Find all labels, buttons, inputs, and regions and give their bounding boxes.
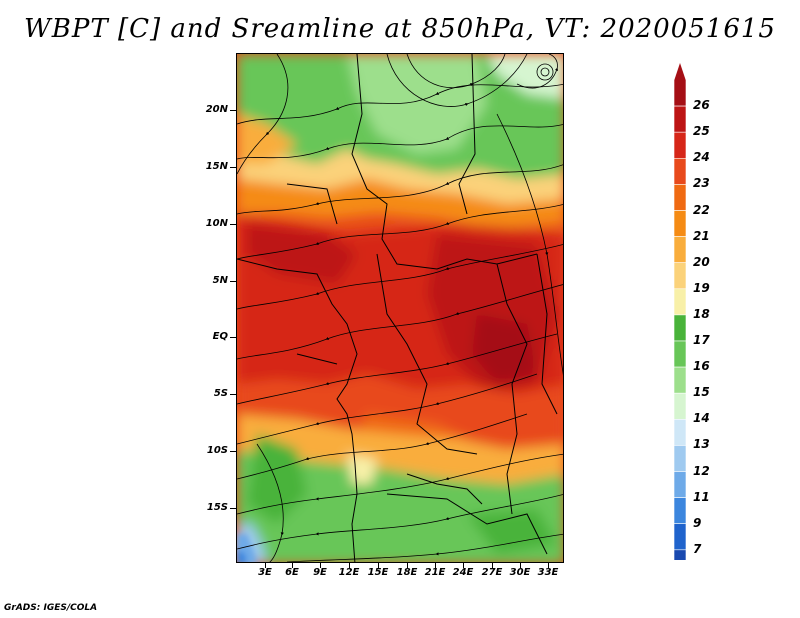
colorbar-label: 7 xyxy=(693,541,702,556)
lon-tick xyxy=(463,563,464,568)
lat-label-15s: 15S xyxy=(206,502,228,513)
colorbar-segment xyxy=(673,549,687,560)
colorbar-segment xyxy=(673,523,687,551)
lon-label-9e: 9E xyxy=(313,567,327,578)
wbpt-field-map xyxy=(237,54,563,562)
map-title: WBPT [C] and Sreamline at 850hPa, VT: 20… xyxy=(24,14,776,44)
colorbar-label: 18 xyxy=(693,306,710,321)
colorbar-label: 16 xyxy=(693,359,710,374)
lon-tick xyxy=(407,563,408,568)
streamlines xyxy=(237,54,563,562)
colorbar-label: 11 xyxy=(693,489,710,504)
lat-tick xyxy=(230,394,236,395)
lon-tick xyxy=(492,563,493,568)
lon-label-33e: 33E xyxy=(537,567,559,578)
lat-label-15n: 15N xyxy=(205,161,228,172)
lat-label-20n: 20N xyxy=(205,104,228,115)
lat-tick xyxy=(230,281,236,282)
lat-label-5n: 5N xyxy=(212,275,228,286)
lon-label-6e: 6E xyxy=(285,567,299,578)
vortex-ne-inner xyxy=(540,67,550,77)
lon-tick xyxy=(548,563,549,568)
temperature-shading xyxy=(237,54,563,562)
lon-tick xyxy=(435,563,436,568)
colorbar-label: 24 xyxy=(693,150,710,165)
colorbar-segment xyxy=(673,236,687,264)
lon-label-27e: 27E xyxy=(481,567,503,578)
lon-tick xyxy=(265,563,266,568)
colorbar-segment xyxy=(673,471,687,498)
lon-label-24e: 24E xyxy=(452,567,474,578)
lon-label-3e: 3E xyxy=(258,567,272,578)
lat-label-10n: 10N xyxy=(205,218,228,229)
sw-corner-cold xyxy=(237,534,257,562)
colorbar-segment xyxy=(673,497,687,525)
colorbar-label: 17 xyxy=(693,333,710,347)
colorbar-label: 25 xyxy=(693,124,710,139)
lon-tick xyxy=(320,563,321,568)
colorbar-label: 21 xyxy=(693,228,710,243)
lon-tick xyxy=(349,563,350,568)
colorbar-segment xyxy=(673,184,687,211)
lat-label-5s: 5S xyxy=(213,388,228,399)
colorbar-segment xyxy=(673,445,687,472)
colorbar-label: 12 xyxy=(693,463,710,478)
lat-label-eq: EQ xyxy=(212,331,228,342)
lat-tick xyxy=(230,110,236,111)
colorbar-label: 20 xyxy=(693,254,710,269)
colorbar-label: 13 xyxy=(693,437,710,452)
lat-tick xyxy=(230,451,236,452)
lon-label-12e: 12E xyxy=(338,567,360,578)
vortex-ne xyxy=(536,63,554,81)
colorbar-label: 15 xyxy=(693,385,710,400)
colorbar-label: 26 xyxy=(693,98,710,113)
colorbar-segment xyxy=(673,340,687,368)
lon-label-18e: 18E xyxy=(396,567,418,578)
colorbar-segment xyxy=(673,392,687,420)
lat-tick xyxy=(230,167,236,168)
colorbar-segments xyxy=(673,61,687,560)
colorbar-segment xyxy=(673,418,687,446)
colorbar-label: 22 xyxy=(693,202,710,217)
colorbar-segment xyxy=(673,61,687,107)
lat-tick xyxy=(230,508,236,509)
colorbar-label: 19 xyxy=(693,280,710,295)
lon-tick xyxy=(520,563,521,568)
colorbar-segment xyxy=(673,262,687,290)
lat-label-10s: 10S xyxy=(206,445,228,456)
lat-tick xyxy=(230,337,236,338)
colorbar-segment xyxy=(673,314,687,342)
colorbar-segment xyxy=(673,210,687,237)
footer-credit: GrADS: IGES/COLA xyxy=(4,603,98,613)
colorbar-segment xyxy=(673,288,687,316)
colorbar xyxy=(673,61,687,560)
colorbar-label: 23 xyxy=(693,176,710,191)
lon-tick xyxy=(378,563,379,568)
lon-tick xyxy=(292,563,293,568)
lon-label-21e: 21E xyxy=(424,567,446,578)
colorbar-segment xyxy=(673,131,687,159)
map-panel xyxy=(236,53,564,563)
colorbar-segment xyxy=(673,105,687,133)
lon-label-15e: 15E xyxy=(367,567,389,578)
lon-label-30e: 30E xyxy=(509,567,531,578)
colorbar-label: 9 xyxy=(693,515,702,530)
colorbar-label: 14 xyxy=(693,411,710,426)
colorbar-segment xyxy=(673,158,687,185)
lat-tick xyxy=(230,224,236,225)
colorbar-segment xyxy=(673,366,687,394)
